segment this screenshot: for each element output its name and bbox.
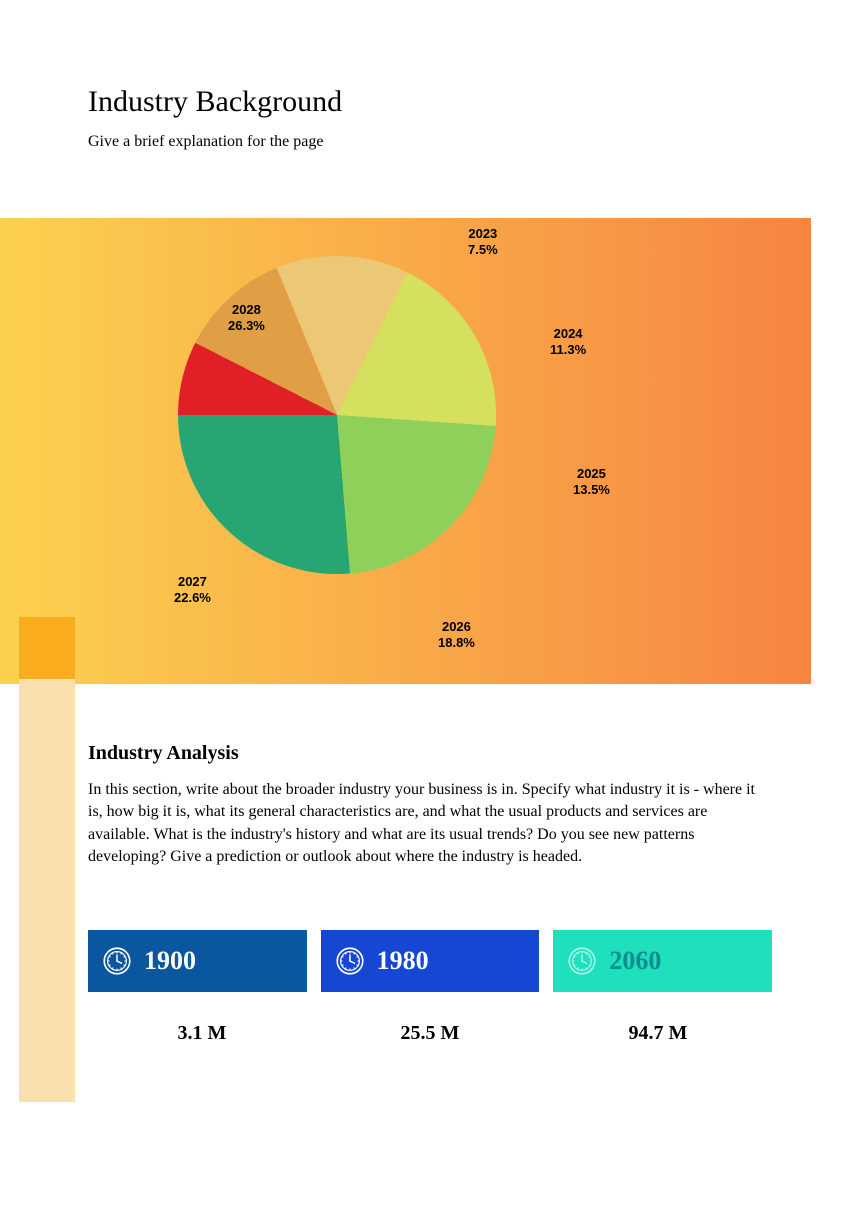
pie-slice-label: 20237.5% (468, 226, 498, 259)
analysis-section: Industry Analysis In this section, write… (88, 742, 768, 869)
card-year: 2060 (609, 946, 661, 976)
values-row: 3.1 M25.5 M94.7 M (88, 1022, 772, 1045)
analysis-title: Industry Analysis (88, 742, 768, 765)
page-title: Industry Background (88, 85, 850, 119)
pie-chart-section: 20237.5% 202411.3% 202513.5% 202618.8% 20272… (0, 218, 811, 684)
pie-slice-label: 202826.3% (228, 302, 265, 335)
clock-icon (102, 946, 132, 976)
pie-slice-label: 202722.6% (174, 574, 211, 607)
year-card: 2060 (553, 930, 772, 992)
clock-icon (335, 946, 365, 976)
analysis-body: In this section, write about the broader… (88, 779, 768, 869)
pie-slice-label: 202618.8% (438, 619, 475, 652)
pie-chart (178, 256, 496, 574)
side-rectangle (19, 679, 75, 1102)
year-card: 1900 (88, 930, 307, 992)
pie-chart-container: 20237.5%202411.3%202513.5%202618.8%20272… (178, 256, 496, 574)
accent-rectangle (19, 617, 75, 679)
pie-slice-label: 202513.5% (573, 466, 610, 499)
card-year: 1900 (144, 946, 196, 976)
card-value: 3.1 M (88, 1022, 316, 1045)
page-subtitle: Give a brief explanation for the page (88, 133, 850, 151)
card-value: 94.7 M (544, 1022, 772, 1045)
year-card: 1980 (321, 930, 540, 992)
year-cards-row: 1900 1980 2060 (88, 930, 772, 992)
clock-icon (567, 946, 597, 976)
page-header: Industry Background Give a brief explana… (0, 0, 850, 151)
card-year: 1980 (377, 946, 429, 976)
card-value: 25.5 M (316, 1022, 544, 1045)
pie-slice-label: 202411.3% (550, 326, 586, 359)
